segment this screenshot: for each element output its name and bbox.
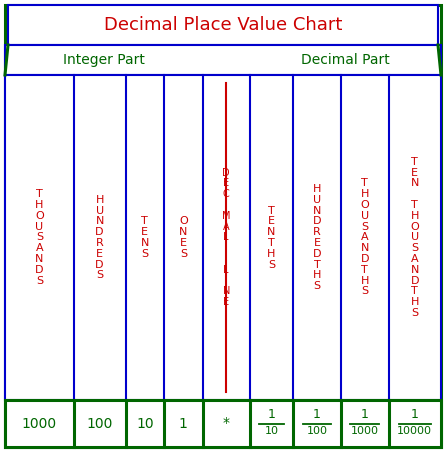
Bar	[8, 5, 438, 45]
Bar	[5, 45, 441, 75]
Bar	[5, 400, 441, 447]
Text: H
U
N
D
R
E
D
T
H
S: H U N D R E D T H S	[313, 184, 321, 291]
Text: 10000: 10000	[397, 425, 432, 435]
Text: 1: 1	[313, 409, 321, 421]
Text: 10: 10	[264, 425, 278, 435]
Text: 1: 1	[361, 409, 369, 421]
Text: D
E
C
I
M
A
L
 
 
L
I
N
E: D E C I M A L L I N E	[222, 168, 231, 307]
Text: 1: 1	[268, 409, 276, 421]
Text: 1: 1	[179, 416, 188, 430]
Text: 1000: 1000	[22, 416, 57, 430]
Text: Decimal Place Value Chart: Decimal Place Value Chart	[104, 16, 342, 34]
Text: Integer Part: Integer Part	[63, 53, 145, 67]
Text: T
H
O
U
S
A
N
D
T
H
S: T H O U S A N D T H S	[360, 178, 369, 297]
Text: O
N
E
S: O N E S	[179, 216, 188, 259]
Text: Decimal Part: Decimal Part	[301, 53, 390, 67]
Text: *: *	[223, 416, 230, 430]
Text: 1000: 1000	[351, 425, 379, 435]
Text: 1: 1	[411, 409, 419, 421]
Text: T
E
N
 
T
H
O
U
S
A
N
D
T
H
S: T E N T H O U S A N D T H S	[410, 157, 419, 318]
Bar	[5, 75, 441, 400]
Text: 10: 10	[136, 416, 154, 430]
Text: 100: 100	[306, 425, 327, 435]
Text: H
U
N
D
R
E
D
S: H U N D R E D S	[95, 195, 104, 280]
Text: T
E
N
T
H
S: T E N T H S	[267, 206, 276, 270]
Text: T
H
O
U
S
A
N
D
S: T H O U S A N D S	[35, 189, 44, 286]
Text: 100: 100	[87, 416, 113, 430]
Text: T
E
N
S: T E N S	[140, 216, 149, 259]
